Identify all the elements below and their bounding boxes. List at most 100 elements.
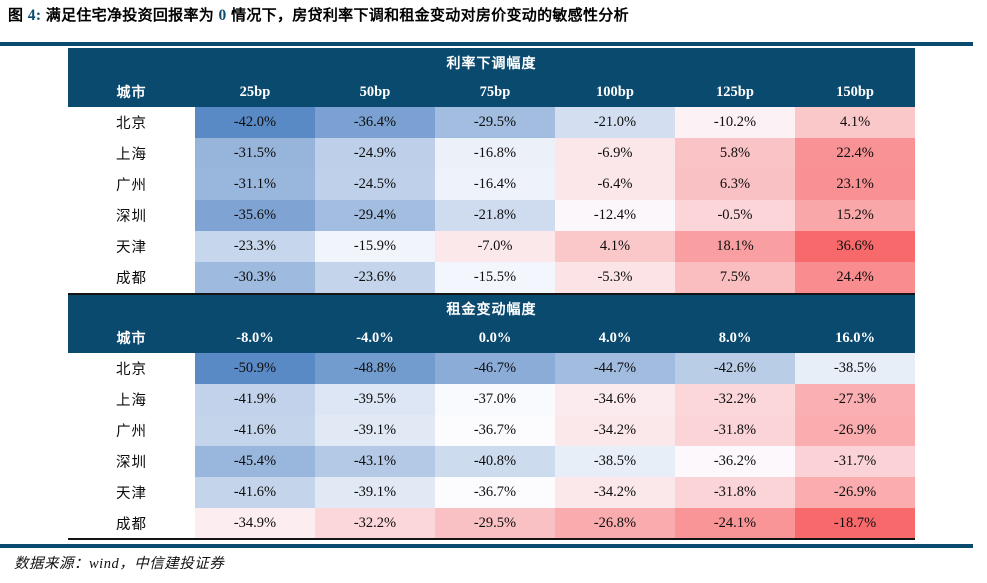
bottom-divider-rule <box>0 544 973 548</box>
heatmap-cell: -29.5% <box>435 508 555 539</box>
heatmap-cell: -16.4% <box>435 169 555 200</box>
heatmap-cell: -24.9% <box>315 138 435 169</box>
city-column-header: 城市 <box>68 323 195 353</box>
heatmap-cell: -42.6% <box>675 353 795 384</box>
heatmap-cell: 18.1% <box>675 231 795 262</box>
column-header: 125bp <box>675 77 795 107</box>
table-group-header: 租金变动幅度 <box>68 294 916 323</box>
heatmap-cell: -34.2% <box>555 477 675 508</box>
column-header: 8.0% <box>675 323 795 353</box>
city-label: 广州 <box>68 415 195 446</box>
figure-title-mid: 满足住宅净投资回报率为 <box>41 7 219 24</box>
column-header: 4.0% <box>555 323 675 353</box>
city-label: 北京 <box>68 353 195 384</box>
column-header: 16.0% <box>795 323 916 353</box>
table-row: 深圳 -35.6% -29.4% -21.8% -12.4% -0.5% 15.2% <box>68 200 916 231</box>
column-header: -4.0% <box>315 323 435 353</box>
table-row: 上海 -31.5% -24.9% -16.8% -6.9% 5.8% 22.4% <box>68 138 916 169</box>
city-label: 成都 <box>68 508 195 539</box>
city-label: 天津 <box>68 477 195 508</box>
heatmap-cell: -38.5% <box>795 353 916 384</box>
column-header: 25bp <box>195 77 315 107</box>
heatmap-cell: -24.1% <box>675 508 795 539</box>
heatmap-cell: -24.5% <box>315 169 435 200</box>
column-header: -8.0% <box>195 323 315 353</box>
heatmap-cell: 23.1% <box>795 169 916 200</box>
heatmap-cell: -46.7% <box>435 353 555 384</box>
heatmap-cell: -42.0% <box>195 107 315 138</box>
rate-cut-table: 利率下调幅度 城市 25bp 50bp 75bp 100bp 125bp 150bp 北京 -42… <box>68 48 916 293</box>
heatmap-cell: -37.0% <box>435 384 555 415</box>
city-label: 成都 <box>68 262 195 293</box>
heatmap-cell: 22.4% <box>795 138 916 169</box>
heatmap-cell: -31.8% <box>675 477 795 508</box>
heatmap-cell: -31.1% <box>195 169 315 200</box>
column-header: 150bp <box>795 77 916 107</box>
heatmap-cell: -41.9% <box>195 384 315 415</box>
heatmap-cell: 24.4% <box>795 262 916 293</box>
heatmap-cell: -36.4% <box>315 107 435 138</box>
heatmap-cell: -16.8% <box>435 138 555 169</box>
figure-title-suffix: 情况下，房贷利率下调和租金变动对房价变动的敏感性分析 <box>226 7 629 24</box>
table-group-header: 利率下调幅度 <box>68 48 916 77</box>
rent-change-table: 租金变动幅度 城市 -8.0% -4.0% 0.0% 4.0% 8.0% 16.0% 北京 -50… <box>68 293 916 540</box>
heatmap-cell: -41.6% <box>195 415 315 446</box>
heatmap-cell: -29.4% <box>315 200 435 231</box>
heatmap-cell: -44.7% <box>555 353 675 384</box>
city-label: 北京 <box>68 107 195 138</box>
heatmap-cell: -50.9% <box>195 353 315 384</box>
heatmap-cell: 4.1% <box>795 107 916 138</box>
heatmap-cell: -18.7% <box>795 508 916 539</box>
heatmap-cell: -21.0% <box>555 107 675 138</box>
figure-title-prefix: 图 <box>8 7 28 24</box>
city-label: 深圳 <box>68 200 195 231</box>
heatmap-cell: -30.3% <box>195 262 315 293</box>
table-row: 上海 -41.9% -39.5% -37.0% -34.6% -32.2% -27.3% <box>68 384 916 415</box>
heatmap-cell: -36.7% <box>435 415 555 446</box>
heatmap-cell: 15.2% <box>795 200 916 231</box>
heatmap-cell: -31.8% <box>675 415 795 446</box>
heatmap-cell: -23.6% <box>315 262 435 293</box>
heatmap-cell: -40.8% <box>435 446 555 477</box>
heatmap-cell: -6.4% <box>555 169 675 200</box>
city-label: 天津 <box>68 231 195 262</box>
heatmap-cell: -45.4% <box>195 446 315 477</box>
heatmap-cell: -31.5% <box>195 138 315 169</box>
heatmap-cell: -41.6% <box>195 477 315 508</box>
table-row: 广州 -31.1% -24.5% -16.4% -6.4% 6.3% 23.1% <box>68 169 916 200</box>
city-label: 深圳 <box>68 446 195 477</box>
heatmap-cell: -23.3% <box>195 231 315 262</box>
heatmap-cell: -27.3% <box>795 384 916 415</box>
table-row: 成都 -34.9% -32.2% -29.5% -26.8% -24.1% -18.7% <box>68 508 916 539</box>
heatmap-cell: -5.3% <box>555 262 675 293</box>
heatmap-cell: -12.4% <box>555 200 675 231</box>
heatmap-cell: -35.6% <box>195 200 315 231</box>
table-row: 北京 -50.9% -48.8% -46.7% -44.7% -42.6% -38.5% <box>68 353 916 384</box>
heatmap-cell: -10.2% <box>675 107 795 138</box>
heatmap-cell: -39.1% <box>315 477 435 508</box>
heatmap-cell: -39.5% <box>315 384 435 415</box>
city-label: 上海 <box>68 384 195 415</box>
heatmap-cell: -31.7% <box>795 446 916 477</box>
column-header: 100bp <box>555 77 675 107</box>
column-header: 50bp <box>315 77 435 107</box>
sensitivity-tables: 利率下调幅度 城市 25bp 50bp 75bp 100bp 125bp 150bp 北京 -42… <box>68 48 916 540</box>
table-row: 广州 -41.6% -39.1% -36.7% -34.2% -31.8% -26.9% <box>68 415 916 446</box>
city-label: 上海 <box>68 138 195 169</box>
table-row: 天津 -23.3% -15.9% -7.0% 4.1% 18.1% 36.6% <box>68 231 916 262</box>
figure-title-zero: 0 <box>218 7 227 24</box>
heatmap-cell: -26.9% <box>795 477 916 508</box>
figure-title: 图 4: 满足住宅净投资回报率为 0 情况下，房贷利率下调和租金变动对房价变动的… <box>8 5 983 27</box>
table-row: 北京 -42.0% -36.4% -29.5% -21.0% -10.2% 4.1% <box>68 107 916 138</box>
heatmap-cell: -15.9% <box>315 231 435 262</box>
heatmap-cell: -34.9% <box>195 508 315 539</box>
heatmap-cell: -26.9% <box>795 415 916 446</box>
column-header: 75bp <box>435 77 555 107</box>
city-column-header: 城市 <box>68 77 195 107</box>
heatmap-cell: -39.1% <box>315 415 435 446</box>
heatmap-cell: 7.5% <box>675 262 795 293</box>
data-source-note: 数据来源：wind，中信建投证券 <box>14 556 225 572</box>
heatmap-cell: -32.2% <box>315 508 435 539</box>
top-divider-rule <box>0 42 973 46</box>
